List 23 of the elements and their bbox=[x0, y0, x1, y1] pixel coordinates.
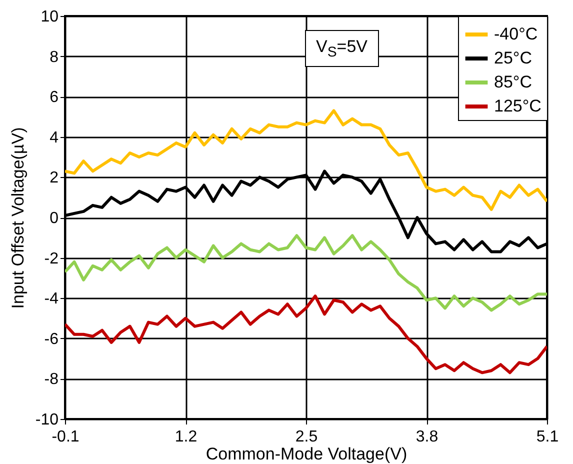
x-tick-label: 1.2 bbox=[174, 428, 198, 446]
y-tick-label: 8 bbox=[50, 48, 59, 66]
y-tick-label: -6 bbox=[44, 330, 59, 348]
y-tick-label: 10 bbox=[40, 8, 59, 26]
x-tick-label: 5.1 bbox=[536, 428, 559, 446]
x-axis-title: Common-Mode Voltage(V) bbox=[206, 444, 408, 464]
x-tick-label: 2.5 bbox=[295, 428, 318, 446]
legend-label: 25°C bbox=[494, 48, 532, 68]
y-tick-label: -2 bbox=[44, 250, 59, 268]
y-tick-label: 0 bbox=[50, 210, 59, 227]
y-tick-label: 2 bbox=[50, 170, 59, 187]
y-tick-label: -4 bbox=[44, 290, 59, 308]
legend-label: -40°C bbox=[494, 24, 538, 44]
x-tick-label: -0.1 bbox=[52, 428, 80, 446]
y-axis-title: Input Offset Voltage(µV) bbox=[8, 127, 28, 309]
legend-label: 85°C bbox=[494, 72, 532, 92]
x-tick-label: 3.8 bbox=[416, 428, 438, 446]
y-tick-label: -8 bbox=[44, 371, 59, 388]
y-tick-label: -10 bbox=[35, 412, 59, 428]
y-tick-label: 6 bbox=[50, 89, 59, 106]
annotation: V$_{S}$=5V bbox=[305, 30, 379, 68]
legend-label: 125°C bbox=[494, 96, 542, 116]
y-tick-label: 4 bbox=[50, 129, 59, 146]
